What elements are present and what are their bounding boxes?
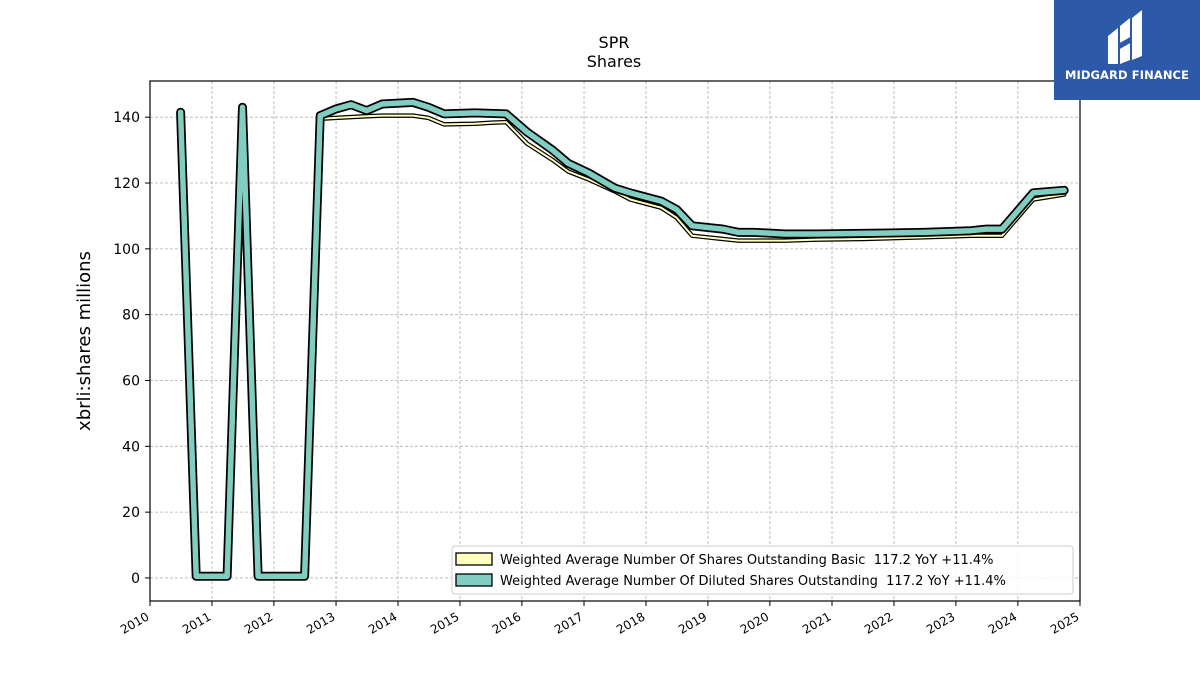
x-tick-label: 2017 bbox=[552, 609, 585, 636]
legend-box bbox=[451, 545, 1074, 595]
brand-logo: MIDGARD FINANCE bbox=[1054, 0, 1200, 100]
grid-lines bbox=[149, 81, 1081, 601]
x-tick-label: 2015 bbox=[428, 609, 461, 636]
legend-swatch-basic bbox=[455, 552, 493, 566]
y-tick-label: 80 bbox=[122, 308, 140, 324]
x-tick-label: 2019 bbox=[676, 609, 709, 636]
x-tick-label: 2012 bbox=[242, 609, 275, 636]
x-tick-label: 2020 bbox=[738, 609, 771, 636]
chart-title: SPR bbox=[599, 33, 630, 52]
x-tick-label: 2014 bbox=[366, 609, 399, 636]
series-diluted bbox=[176, 97, 1069, 581]
y-tick-label: 40 bbox=[122, 439, 140, 455]
x-tick-label: 2025 bbox=[1048, 609, 1081, 636]
y-axis-label: xbrli:shares millions bbox=[74, 251, 95, 431]
x-tick-label: 2022 bbox=[862, 609, 895, 636]
x-tick-label: 2010 bbox=[118, 609, 151, 636]
legend-label-diluted: Weighted Average Number Of Diluted Share… bbox=[500, 574, 1006, 589]
y-tick-label: 140 bbox=[113, 110, 140, 126]
x-tick-label: 2011 bbox=[180, 609, 213, 636]
x-tick-label: 2023 bbox=[924, 609, 957, 636]
y-tick-label: 20 bbox=[122, 505, 140, 521]
series-line bbox=[177, 99, 1067, 580]
x-tick-label: 2021 bbox=[800, 609, 833, 636]
y-tick-label: 120 bbox=[113, 176, 140, 192]
chart-subtitle: Shares bbox=[587, 52, 642, 71]
logo-text: MIDGARD FINANCE bbox=[1064, 68, 1190, 82]
y-tick-label: 100 bbox=[113, 242, 140, 258]
series-layer bbox=[176, 97, 1069, 581]
legend: Weighted Average Number Of Shares Outsta… bbox=[451, 545, 1074, 595]
x-tick-label: 2024 bbox=[986, 609, 1019, 636]
x-tick-label: 2018 bbox=[614, 609, 647, 636]
logo-mark-icon bbox=[1108, 10, 1142, 64]
y-tick-label: 0 bbox=[131, 571, 140, 587]
y-tick-label: 60 bbox=[122, 373, 140, 389]
legend-swatch-diluted bbox=[455, 573, 493, 587]
x-tick-label: 2013 bbox=[304, 609, 337, 636]
legend-label-basic: Weighted Average Number Of Shares Outsta… bbox=[500, 553, 994, 568]
x-tick-label: 2016 bbox=[490, 609, 523, 636]
plot-frame bbox=[149, 80, 1081, 602]
